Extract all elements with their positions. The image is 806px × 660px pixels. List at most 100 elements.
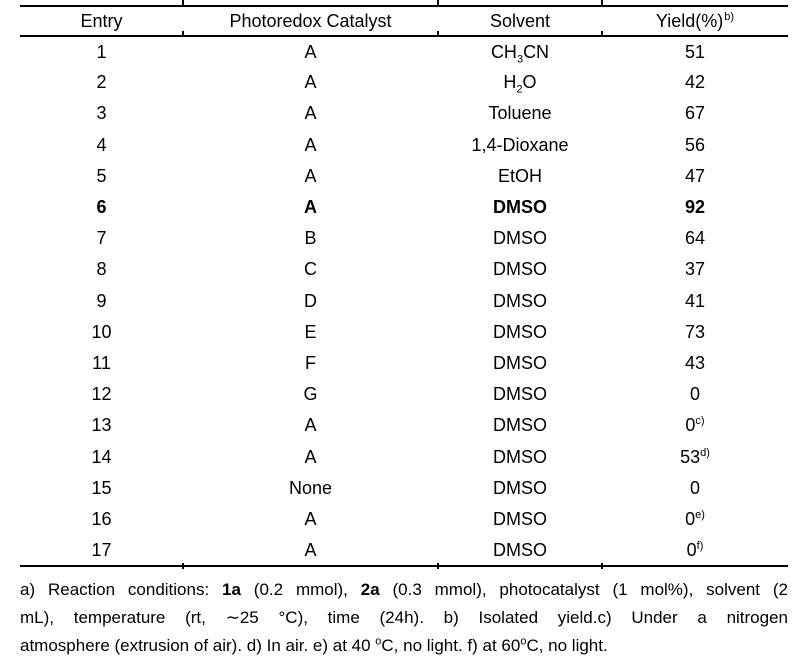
entry-cell: 13 bbox=[91, 415, 112, 436]
yield-cell: 56 bbox=[684, 134, 706, 155]
solvent-cell: DMSO bbox=[493, 228, 547, 249]
catalyst-cell: A bbox=[304, 539, 317, 560]
entry-cell: 11 bbox=[92, 352, 111, 373]
column-divider-tick bbox=[182, 31, 184, 37]
column-divider-tick bbox=[601, 0, 603, 6]
catalyst-cell: D bbox=[304, 290, 317, 311]
table-row: 13 A DMSO 0c) bbox=[20, 410, 788, 441]
yield-cell: 0 bbox=[689, 384, 700, 405]
catalyst-cell: A bbox=[304, 103, 317, 124]
entry-cell: 7 bbox=[96, 228, 107, 249]
entry-cell: 10 bbox=[91, 321, 112, 342]
yield-cell: 43 bbox=[684, 352, 706, 373]
table-row: 14 A DMSO 53d) bbox=[20, 441, 788, 472]
yield-cell: 51 bbox=[684, 41, 706, 62]
entry-cell: 2 bbox=[96, 72, 107, 93]
catalyst-cell: None bbox=[288, 477, 333, 498]
catalyst-cell: A bbox=[304, 197, 317, 218]
column-divider-tick bbox=[437, 31, 439, 37]
table-row: 6 A DMSO 92 bbox=[20, 192, 788, 223]
solvent-cell: DMSO bbox=[493, 290, 547, 311]
table-row: 16 A DMSO 0e) bbox=[20, 504, 788, 535]
footnote-line: a) Reaction conditions: 1a (0.2 mmol), 2… bbox=[20, 580, 788, 599]
entry-cell: 16 bbox=[91, 508, 112, 529]
yield-cell: 64 bbox=[684, 228, 706, 249]
solvent-cell: DMSO bbox=[493, 508, 547, 529]
catalyst-cell: B bbox=[304, 228, 317, 249]
catalyst-cell: A bbox=[304, 165, 317, 186]
entry-cell: 12 bbox=[91, 384, 112, 405]
solvent-cell: DMSO bbox=[493, 384, 547, 405]
entry-cell: 1 bbox=[96, 41, 107, 62]
table-row: 17 A DMSO 0f) bbox=[20, 535, 788, 566]
catalyst-cell: G bbox=[303, 384, 318, 405]
yield-cell: 0 bbox=[689, 477, 700, 498]
table-row: 9 D DMSO 41 bbox=[20, 286, 788, 317]
solvent-cell: DMSO bbox=[493, 477, 547, 498]
catalyst-cell: A bbox=[304, 134, 317, 155]
solvent-cell: DMSO bbox=[493, 259, 547, 280]
footnote-line: atmosphere (extrusion of air). d) In air… bbox=[20, 635, 608, 655]
header-entry: Entry bbox=[80, 10, 123, 31]
table-row: 10 E DMSO 73 bbox=[20, 317, 788, 348]
table-row: 11 F DMSO 43 bbox=[20, 348, 788, 379]
table-row: 1 A CH3CN 51 bbox=[20, 36, 788, 67]
header-row: Entry Photoredox Catalyst Solvent Yield(… bbox=[20, 6, 788, 36]
yield-cell: 41 bbox=[684, 290, 706, 311]
solvent-cell: DMSO bbox=[493, 415, 547, 436]
entry-cell: 9 bbox=[96, 290, 107, 311]
table-row: 4 A 1,4-Dioxane 56 bbox=[20, 130, 788, 161]
yield-cell: 37 bbox=[684, 259, 706, 280]
solvent-cell: DMSO bbox=[493, 321, 547, 342]
footnote-line: mL), temperature (rt, ∼25 °C), time (24h… bbox=[20, 608, 788, 627]
header-yield-footnote-mark: b) bbox=[724, 10, 735, 23]
yield-cell: 47 bbox=[684, 165, 706, 186]
solvent-cell: 1,4-Dioxane bbox=[471, 134, 569, 155]
catalyst-cell: A bbox=[304, 508, 317, 529]
solvent-cell: DMSO bbox=[493, 539, 547, 560]
table-row: 8 C DMSO 37 bbox=[20, 254, 788, 285]
entry-cell: 15 bbox=[91, 477, 112, 498]
yield-cell: 67 bbox=[684, 103, 706, 124]
solvent-cell: Toluene bbox=[488, 103, 552, 124]
entry-cell: 8 bbox=[96, 259, 107, 280]
solvent-cell: DMSO bbox=[493, 352, 547, 373]
entry-cell: 4 bbox=[96, 134, 107, 155]
table-row: 5 A EtOH 47 bbox=[20, 161, 788, 192]
yield-cell: 0c) bbox=[685, 415, 705, 436]
entry-cell: 17 bbox=[91, 539, 112, 560]
table-row: 15 None DMSO 0 bbox=[20, 473, 788, 504]
catalyst-cell: A bbox=[304, 446, 317, 467]
table-row: 3 A Toluene 67 bbox=[20, 98, 788, 129]
yield-cell: 0f) bbox=[686, 539, 704, 560]
column-divider-tick bbox=[437, 0, 439, 6]
solvent-cell: DMSO bbox=[493, 197, 547, 218]
entry-cell: 3 bbox=[96, 103, 107, 124]
catalyst-screening-table: Entry Photoredox Catalyst Solvent Yield(… bbox=[20, 5, 788, 568]
catalyst-cell: E bbox=[304, 321, 317, 342]
header-yield: Yield(%)b) bbox=[602, 6, 788, 36]
catalyst-cell: A bbox=[304, 72, 317, 93]
solvent-cell: H2O bbox=[503, 72, 537, 96]
yield-cell: 53d) bbox=[680, 446, 710, 467]
solvent-cell: DMSO bbox=[493, 446, 547, 467]
footnotes: a) Reaction conditions: 1a (0.2 mmol), 2… bbox=[20, 576, 788, 660]
yield-cell: 42 bbox=[684, 72, 706, 93]
entry-cell: 6 bbox=[96, 197, 107, 218]
solvent-cell: CH3CN bbox=[490, 41, 550, 66]
table-row: 7 B DMSO 64 bbox=[20, 223, 788, 254]
catalyst-cell: F bbox=[305, 352, 316, 373]
entry-cell: 5 bbox=[96, 165, 107, 186]
catalyst-cell: A bbox=[304, 41, 317, 62]
header-photoredox-catalyst: Photoredox Catalyst bbox=[229, 10, 392, 31]
solvent-cell: EtOH bbox=[497, 165, 542, 186]
column-divider-tick bbox=[601, 31, 603, 37]
header-yield-label: Yield(%) bbox=[655, 10, 724, 31]
column-divider-tick bbox=[182, 0, 184, 6]
yield-cell: 73 bbox=[684, 321, 706, 342]
table-row: 12 G DMSO 0 bbox=[20, 379, 788, 410]
table-row: 2 A H2O 42 bbox=[20, 67, 788, 98]
entry-cell: 14 bbox=[91, 446, 112, 467]
catalyst-cell: A bbox=[304, 415, 317, 436]
